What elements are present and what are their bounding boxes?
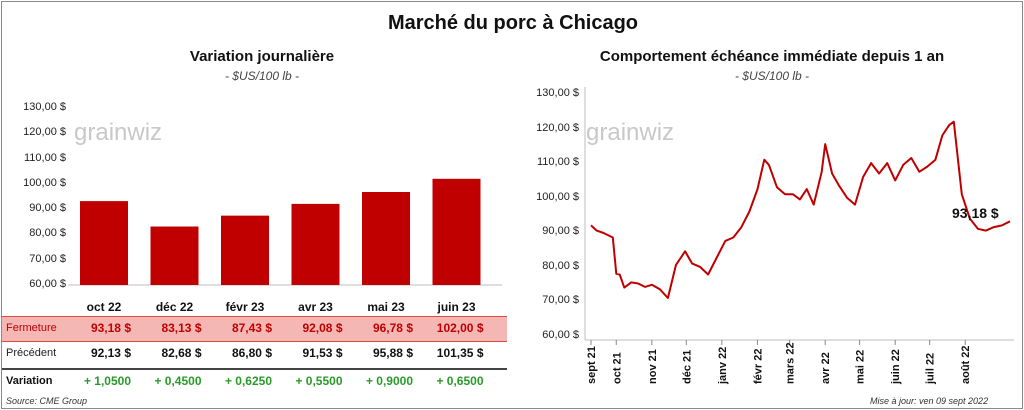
previous-value: 92,13 $ bbox=[90, 346, 131, 360]
source-note: Source: CME Group bbox=[6, 396, 88, 406]
update-note: Mise à jour: ven 09 sept 2022 bbox=[870, 396, 989, 406]
right-y-tick-label: 80,00 $ bbox=[542, 259, 579, 272]
right-y-tick-label: 90,00 $ bbox=[542, 225, 579, 238]
bar-0 bbox=[80, 201, 128, 285]
x-tick-label: août 22 bbox=[960, 345, 972, 384]
variation-value: + 0,6500 bbox=[436, 374, 484, 388]
previous-value: 82,68 $ bbox=[161, 346, 202, 360]
bar-5 bbox=[432, 178, 481, 285]
category-label: juin 23 bbox=[437, 300, 476, 314]
left-y-tick-label: 120,00 $ bbox=[23, 126, 66, 139]
left-y-tick-label: 60,00 $ bbox=[29, 278, 66, 290]
previous-row: Précédent 92,13 $ 82,68 $ 86,80 $ 91,53 $ 95… bbox=[2, 342, 507, 366]
right-y-tick-label: 110,00 $ bbox=[536, 156, 579, 169]
x-tick-label: nov 21 bbox=[647, 349, 659, 384]
last-price-label: 93,18 $ bbox=[952, 205, 999, 221]
previous-value: 86,80 $ bbox=[231, 346, 272, 360]
left-y-tick-label: 80,00 $ bbox=[29, 227, 66, 240]
grainwiz-watermark-right: grainwiz bbox=[586, 119, 674, 146]
bar-2 bbox=[221, 215, 269, 285]
bar-3 bbox=[291, 203, 340, 285]
right-chart-unit: - $US/100 lb - bbox=[734, 69, 810, 83]
variation-value: + 1,0500 bbox=[83, 374, 131, 388]
category-label: avr 23 bbox=[298, 300, 333, 314]
left-y-tick-label: 90,00 $ bbox=[29, 202, 66, 215]
variation-row-label: Variation bbox=[6, 375, 53, 387]
x-tick-label: juin 22 bbox=[890, 349, 902, 385]
variation-value: + 0,4500 bbox=[154, 374, 202, 388]
previous-value: 101,35 $ bbox=[436, 346, 484, 360]
left-chart-unit: - $US/100 lb - bbox=[224, 69, 300, 83]
category-label: déc 22 bbox=[155, 300, 194, 314]
category-label: févr 23 bbox=[225, 300, 265, 314]
right-y-tick-label: 130,00 $ bbox=[536, 87, 579, 99]
right-y-tick-label: 120,00 $ bbox=[536, 121, 579, 134]
variation-row: Variation + 1,0500 + 0,4500 + 0,6250 + 0,55… bbox=[2, 368, 507, 394]
left-y-tick-label: 110,00 $ bbox=[23, 151, 66, 164]
close-row-label: Fermeture bbox=[6, 322, 57, 334]
x-tick-label: janv 22 bbox=[717, 347, 729, 385]
right-y-tick-label: 60,00 $ bbox=[542, 329, 579, 341]
left-chart-title: Variation journalière bbox=[189, 48, 335, 65]
left-y-tick-label: 100,00 $ bbox=[23, 176, 66, 189]
x-tick-label: févr 22 bbox=[752, 349, 764, 384]
x-tick-label: mai 22 bbox=[855, 350, 867, 384]
close-value: 102,00 $ bbox=[436, 321, 484, 335]
close-row: Fermeture 93,18 $ 83,13 $ 87,43 $ 92,08 $ 96… bbox=[2, 316, 507, 342]
category-label: oct 22 bbox=[86, 300, 122, 314]
bar-4 bbox=[362, 191, 410, 285]
close-value: 87,43 $ bbox=[231, 321, 272, 335]
previous-value: 95,88 $ bbox=[372, 346, 413, 360]
close-value: 83,13 $ bbox=[161, 321, 202, 335]
grainwiz-watermark: grainwiz bbox=[74, 119, 162, 146]
right-y-tick-label: 100,00 $ bbox=[536, 190, 579, 203]
x-tick-label: oct 21 bbox=[611, 352, 623, 384]
x-tick-label: mars 22 bbox=[785, 342, 797, 384]
price-series-line bbox=[590, 120, 1011, 299]
x-tick-label: juil 22 bbox=[925, 353, 937, 385]
left-y-tick-label: 130,00 $ bbox=[23, 101, 66, 113]
category-label: mai 23 bbox=[367, 300, 405, 314]
x-tick-label: avr 22 bbox=[820, 352, 832, 384]
page-title: Marché du porc à Chicago bbox=[387, 12, 639, 34]
variation-value: + 0,9000 bbox=[365, 374, 413, 388]
bar-1 bbox=[150, 226, 199, 285]
variation-value: + 0,6250 bbox=[224, 374, 272, 388]
close-value: 93,18 $ bbox=[90, 321, 131, 335]
previous-row-label: Précédent bbox=[6, 347, 57, 359]
right-y-tick-label: 70,00 $ bbox=[542, 294, 579, 307]
previous-value: 91,53 $ bbox=[302, 346, 343, 360]
x-tick-label: déc 21 bbox=[681, 350, 693, 384]
x-tick-label: sept 21 bbox=[586, 346, 598, 384]
variation-value: + 0,5500 bbox=[295, 374, 343, 388]
right-chart-title: Comportement échéance immédiate depuis 1… bbox=[599, 48, 945, 65]
close-value: 96,78 $ bbox=[372, 321, 413, 335]
left-bar-chart: grainwiz bbox=[68, 119, 502, 286]
left-y-tick-label: 70,00 $ bbox=[29, 252, 66, 265]
close-value: 92,08 $ bbox=[302, 321, 343, 335]
